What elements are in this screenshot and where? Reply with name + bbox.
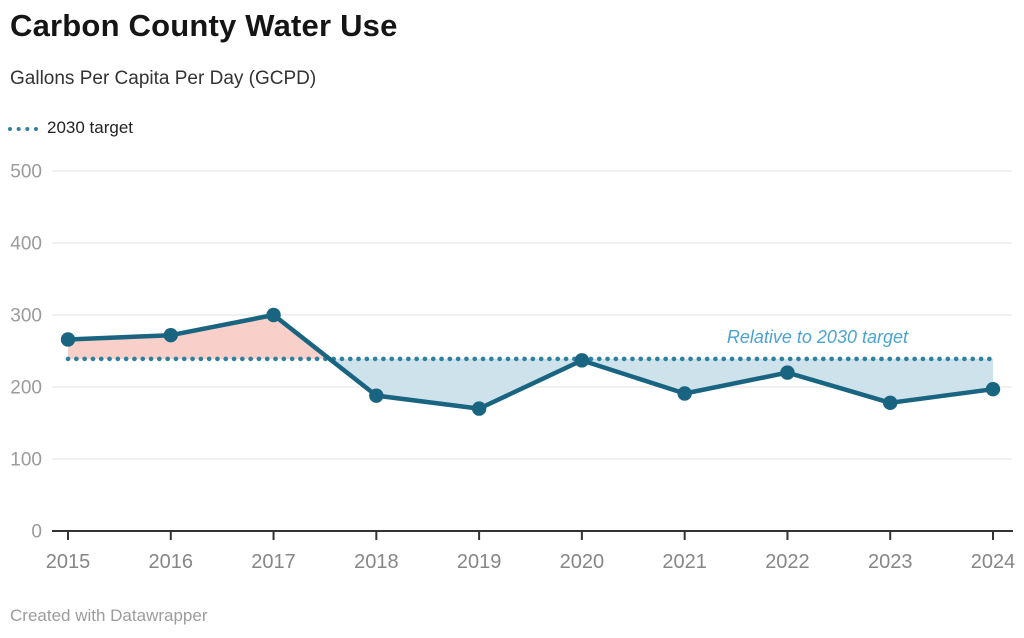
x-axis-label: 2023 <box>868 551 913 573</box>
x-axis-label: 2024 <box>971 551 1016 573</box>
x-axis-label: 2017 <box>251 551 296 573</box>
line-chart: 0 100 200 300 400 500 Relative to 2030 target 2… <box>10 162 1016 574</box>
legend-label-2030-target: 2030 target <box>47 118 134 137</box>
y-axis-label: 200 <box>10 378 42 399</box>
chart-title: Carbon County Water Use <box>10 8 398 43</box>
target-dotted-line-icon <box>8 127 38 131</box>
data-point[interactable] <box>369 388 384 403</box>
data-point[interactable] <box>780 365 795 380</box>
data-point[interactable] <box>883 395 898 411</box>
data-point[interactable] <box>985 381 1001 397</box>
x-axis-label: 2018 <box>354 551 399 573</box>
y-axis-label: 300 <box>10 306 42 327</box>
data-point[interactable] <box>163 327 178 343</box>
fill-above-target <box>68 315 330 359</box>
datawrapper-credit[interactable]: Created with Datawrapper <box>10 606 208 625</box>
x-axis-label: 2021 <box>662 551 707 573</box>
x-axis-label: 2020 <box>560 551 605 573</box>
legend: 2030 target <box>8 117 133 139</box>
x-axis-label: 2019 <box>457 551 502 573</box>
data-point[interactable] <box>471 401 487 416</box>
y-axis-label: 100 <box>10 450 42 471</box>
data-point[interactable] <box>266 307 281 323</box>
data-point[interactable] <box>677 386 692 401</box>
y-axis-label: 500 <box>10 162 42 183</box>
x-axis-label: 2022 <box>765 551 810 573</box>
chart-subtitle: Gallons Per Capita Per Day (GCPD) <box>10 68 317 89</box>
annotation-text: Relative to 2030 target <box>727 327 909 347</box>
series-line <box>65 312 996 411</box>
x-axis-label: 2016 <box>149 551 194 573</box>
y-axis-label: 0 <box>31 522 42 543</box>
x-axis-label: 2015 <box>46 551 91 573</box>
data-point[interactable] <box>60 332 76 347</box>
y-axis-label: 400 <box>10 234 42 255</box>
data-point[interactable] <box>574 353 590 368</box>
